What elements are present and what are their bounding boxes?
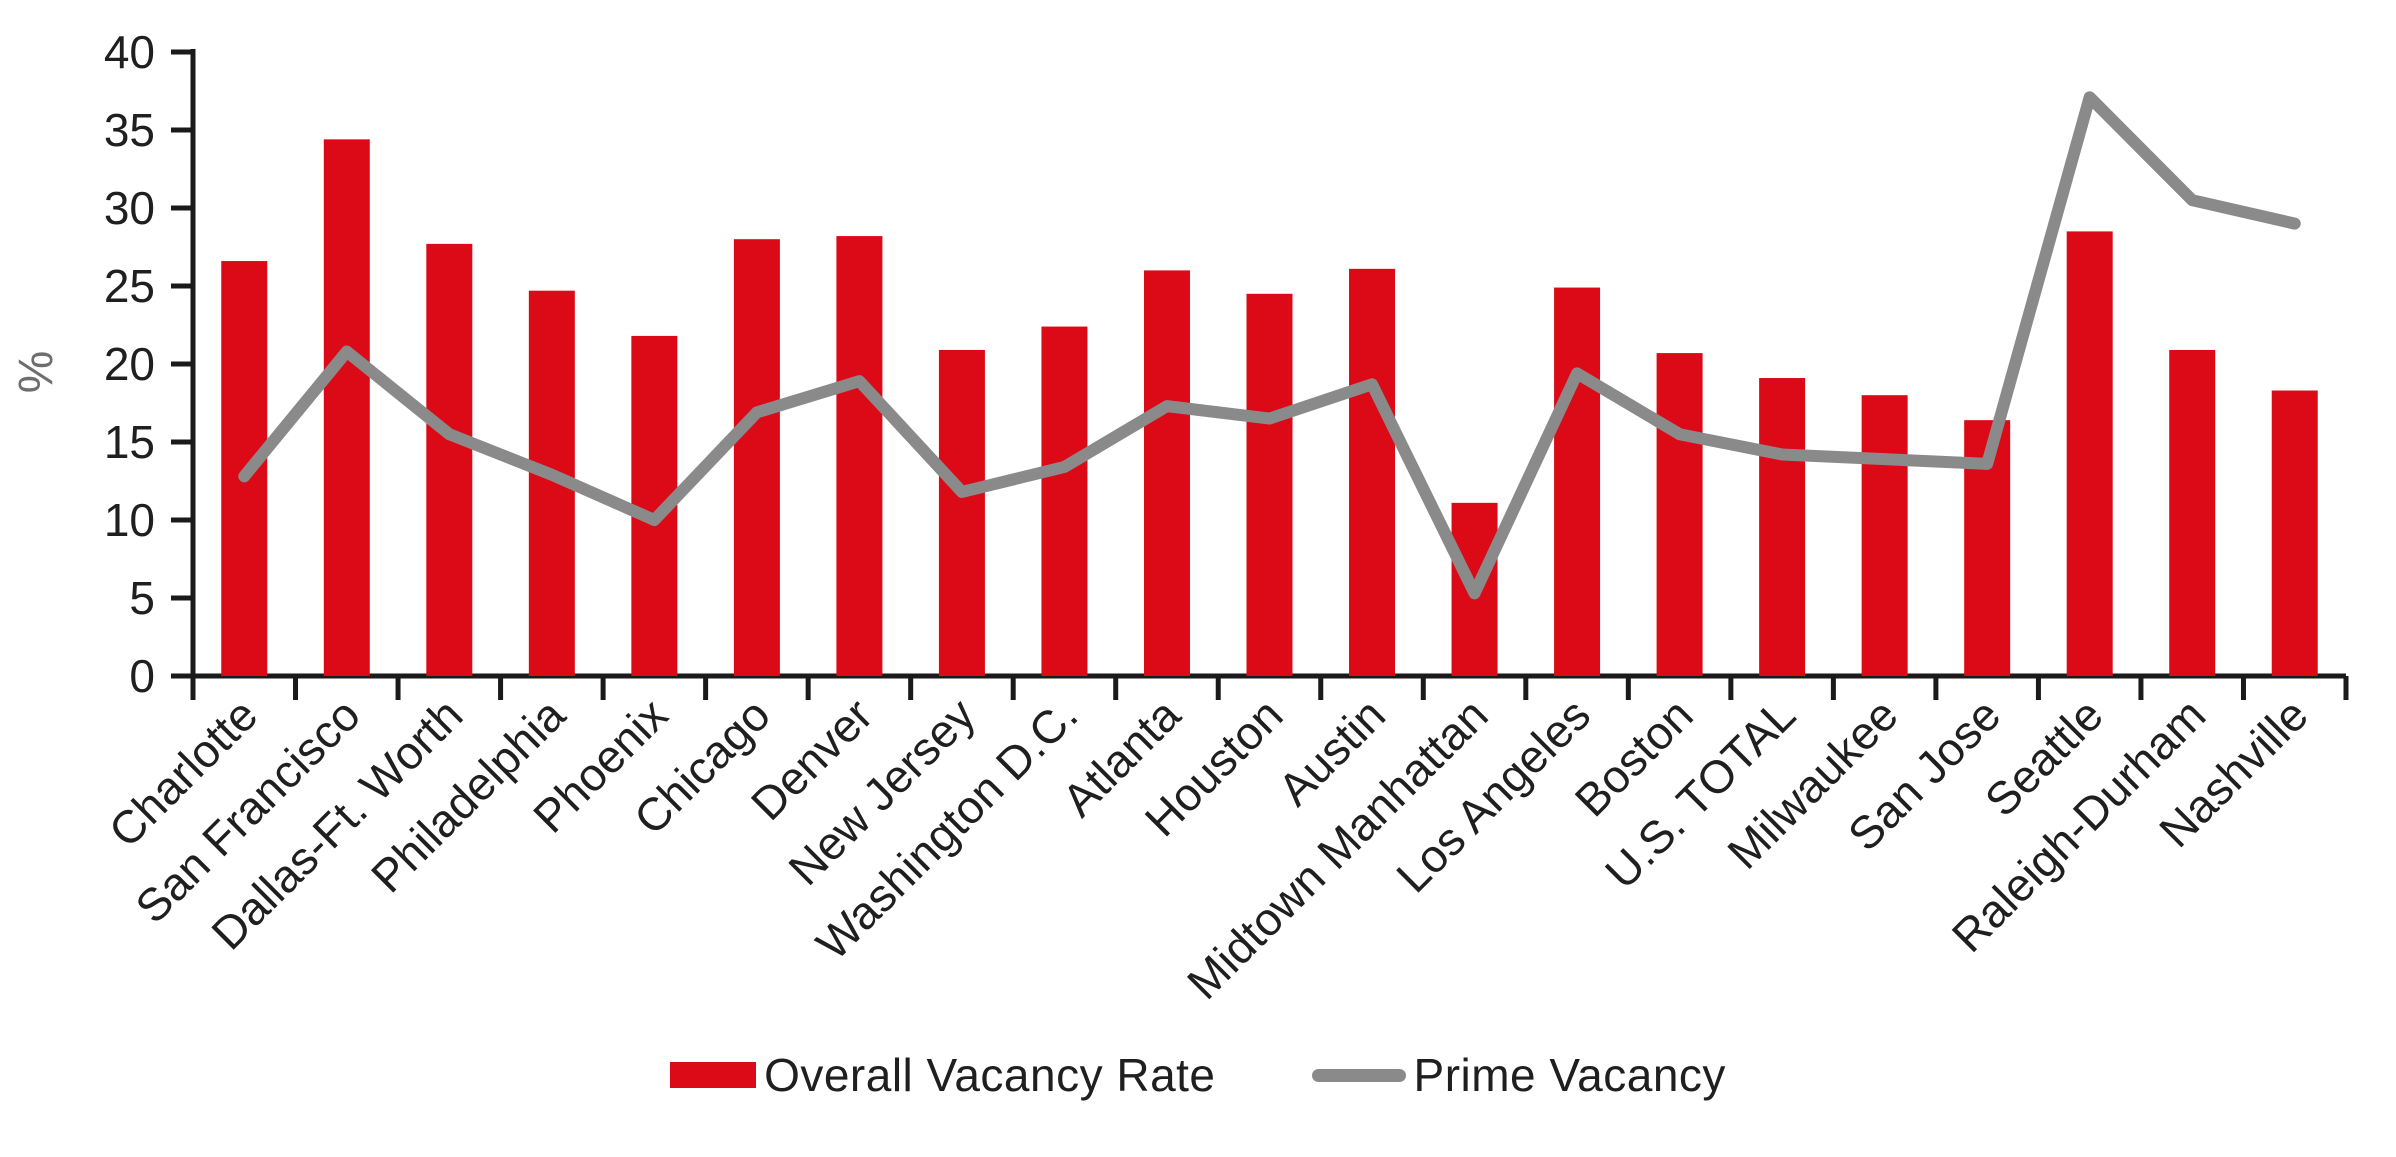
y-tick-label: 25 [104, 260, 155, 312]
y-tick-label: 15 [104, 416, 155, 468]
y-tick-label: 30 [104, 182, 155, 234]
y-tick-label: 35 [104, 104, 155, 156]
y-axis-label: % [10, 351, 63, 394]
y-tick-label: 0 [129, 650, 155, 702]
bar-los-angeles [1554, 287, 1601, 676]
y-tick-label: 10 [104, 494, 155, 546]
legend-swatch-overall-vacancy-bar [670, 1062, 757, 1088]
y-tick-label: 20 [104, 338, 155, 390]
legend-item-prime-vacancy: Prime Vacancy [1311, 1049, 1726, 1101]
chart-legend: Overall Vacancy Rate Prime Vacancy [0, 1052, 2396, 1098]
y-tick-label: 40 [104, 26, 155, 78]
legend-item-overall-vacancy: Overall Vacancy Rate [670, 1052, 1215, 1098]
legend-label-overall-vacancy: Overall Vacancy Rate [764, 1049, 1216, 1101]
bar-dallas-ft-worth [426, 243, 473, 676]
bar-san-francisco [323, 139, 370, 677]
bar-new-jersey [938, 349, 985, 676]
bar-atlanta [1143, 270, 1190, 676]
bar-houston [1246, 293, 1293, 676]
bar-washington-d-c [1041, 326, 1088, 676]
bar-denver [836, 236, 883, 676]
bar-boston [1656, 353, 1703, 676]
legend-swatch-prime-vacancy-line [1311, 1068, 1406, 1082]
bar-chicago [733, 239, 780, 676]
bar-nashville [2271, 390, 2318, 676]
prime-vacancy-line [238, 91, 2301, 600]
bar-milwaukee [1861, 395, 1908, 676]
bar-austin [1349, 268, 1396, 676]
bar-seattle [2066, 231, 2113, 676]
y-tick-label: 5 [129, 572, 155, 624]
bar-u-s-total [1759, 378, 1806, 676]
bar-raleigh-durham [2169, 349, 2216, 676]
legend-label-prime-vacancy: Prime Vacancy [1413, 1049, 1726, 1101]
